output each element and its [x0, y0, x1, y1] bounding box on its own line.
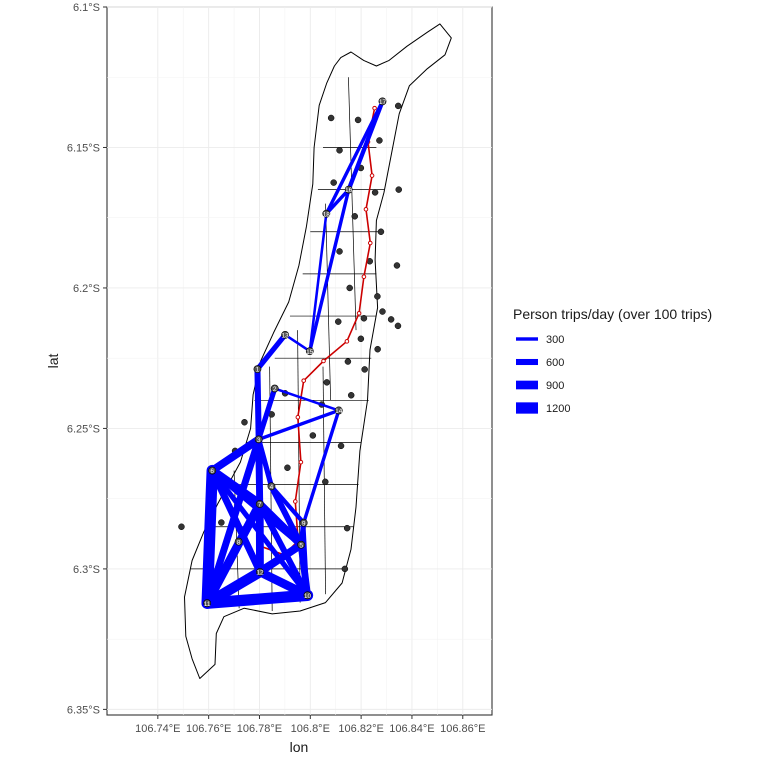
x-tick-label: 106.8°E: [291, 723, 330, 735]
y-tick-label: 6.15°S: [67, 142, 100, 154]
zone-centroid: [395, 323, 401, 329]
zone-centroid: [345, 359, 351, 365]
flow-node-label: 6: [210, 468, 214, 475]
flow-node-label: 18: [323, 211, 331, 218]
y-axis-title: lat: [45, 354, 61, 369]
x-tick-label: 106.86°E: [440, 723, 485, 735]
legend-label: 900: [546, 380, 564, 392]
rail-station: [299, 460, 303, 464]
zone-centroid: [322, 479, 328, 485]
flow-node-label: 17: [379, 99, 387, 106]
y-tick-label: 6.25°S: [67, 423, 100, 435]
flow-node-label: 2: [273, 386, 277, 393]
y-tick-label: 6.35°S: [67, 704, 100, 716]
y-tick-label: 6.1°S: [73, 2, 100, 14]
zone-centroid: [361, 315, 367, 321]
flow-node-label: 8: [237, 539, 241, 546]
trip-flow-line: [207, 595, 307, 603]
rail-station: [370, 174, 374, 178]
flow-node-label: 13: [282, 332, 290, 339]
zone-centroid: [395, 103, 401, 109]
zone-centroid: [328, 115, 334, 121]
trip-flow-line: [207, 471, 212, 604]
rail-station: [364, 207, 368, 211]
zone-centroid: [378, 229, 384, 235]
zone-centroid: [337, 248, 343, 254]
zone-centroid: [241, 419, 247, 425]
legend-label: 600: [546, 357, 564, 369]
rail-station: [362, 275, 366, 279]
x-tick-label: 106.78°E: [237, 723, 282, 735]
zone-centroid: [396, 187, 402, 193]
rail-station: [373, 106, 377, 110]
flow-node-label: 10: [304, 593, 312, 600]
flow-node-label: 15: [306, 349, 314, 356]
zone-centroid: [374, 293, 380, 299]
rail-station: [294, 500, 298, 504]
zone-centroid: [394, 262, 400, 268]
x-axis-title: lon: [290, 739, 309, 755]
flow-node-label: 16: [345, 187, 353, 194]
flow-node-label: 3: [257, 437, 261, 444]
legend-label: 1200: [546, 403, 570, 415]
x-tick-label: 106.74°E: [135, 723, 180, 735]
x-tick-label: 106.76°E: [186, 723, 231, 735]
legend-swatch: [516, 381, 538, 390]
zone-centroid: [362, 366, 368, 372]
flow-node-label: 5: [299, 542, 303, 549]
flow-node-label: 12: [256, 570, 264, 577]
rail-station: [357, 311, 361, 315]
flow-node-label: 4: [270, 484, 274, 491]
legend-swatch: [516, 402, 538, 413]
zone-centroid: [335, 319, 341, 325]
x-tick-label: 106.84°E: [389, 723, 434, 735]
zone-centroid: [352, 213, 358, 219]
zone-centroid: [310, 432, 316, 438]
panel-background: [107, 7, 492, 715]
legend-title: Person trips/day (over 100 trips): [513, 306, 712, 322]
zone-centroid: [379, 309, 385, 315]
rail-station: [322, 359, 326, 363]
zone-centroid: [372, 189, 378, 195]
zone-centroid: [355, 117, 361, 123]
trip-flow-line: [257, 369, 258, 439]
flow-node-label: 1: [256, 367, 260, 374]
zone-centroid: [178, 524, 184, 530]
rail-station: [345, 340, 349, 344]
zone-centroid: [376, 137, 382, 143]
zone-centroid: [347, 285, 353, 291]
y-tick-label: 6.3°S: [73, 564, 100, 576]
zone-centroid: [218, 520, 224, 526]
trip-flow-line: [259, 439, 260, 504]
flow-node-label: 14: [335, 408, 343, 415]
zone-centroid: [348, 392, 354, 398]
y-tick-label: 6.2°S: [73, 283, 100, 295]
legend-swatch: [516, 359, 538, 365]
rail-station: [296, 415, 300, 419]
zone-centroid: [388, 316, 394, 322]
zone-centroid: [342, 566, 348, 572]
flow-node-label: 7: [258, 502, 262, 509]
zone-centroid: [331, 180, 337, 186]
rail-station: [368, 241, 372, 245]
zone-centroid: [338, 443, 344, 449]
zone-centroid: [375, 346, 381, 352]
zone-centroid: [284, 465, 290, 471]
flow-node-label: 9: [302, 520, 306, 527]
zone-centroid: [358, 336, 364, 342]
zone-centroid: [337, 147, 343, 153]
flow-node-label: 11: [204, 601, 211, 608]
rail-station: [302, 379, 306, 383]
legend-swatch: [516, 337, 538, 340]
legend: Person trips/day (over 100 trips) 300 600…: [513, 306, 712, 415]
legend-items: 300 600 900 1200: [516, 334, 570, 415]
zone-centroid: [324, 379, 330, 385]
zone-centroid: [344, 525, 350, 531]
x-tick-label: 106.82°E: [338, 723, 383, 735]
legend-label: 300: [546, 334, 564, 346]
